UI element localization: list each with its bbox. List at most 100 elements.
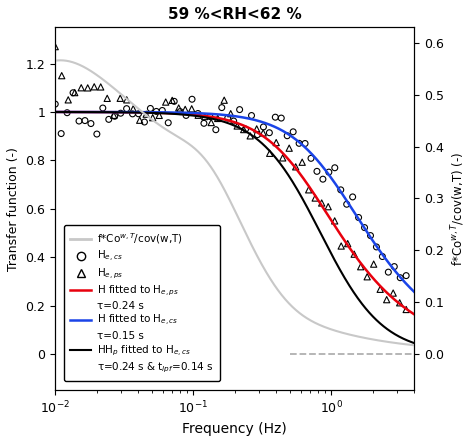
Point (337, 242, 345, 249)
Point (350, 251, 358, 258)
Point (337, 187, 345, 194)
Point (236, 106, 244, 113)
Point (344, 240, 352, 247)
Point (355, 214, 363, 221)
Point (248, 112, 255, 119)
Point (91, 83, 98, 90)
Point (318, 199, 326, 206)
Point (391, 263, 398, 270)
Point (168, 97, 176, 104)
Point (123, 96, 130, 103)
X-axis label: Frequency (Hz): Frequency (Hz) (182, 422, 287, 436)
Point (194, 110, 202, 117)
Point (331, 164, 338, 171)
Point (182, 106, 189, 113)
Point (272, 114, 279, 121)
Point (110, 112, 118, 119)
Point (233, 122, 241, 129)
Point (57, 130, 65, 137)
Legend: f*Co$^{w,T}$/cov(w,T), H$_{e,cs}$, H$_{e,ps}$, H fitted to H$_{e,ps}$, τ=0.24 s,: f*Co$^{w,T}$/cov(w,T), H$_{e,cs}$, H$_{e… (64, 225, 220, 381)
Point (176, 108, 184, 115)
Point (324, 203, 332, 210)
Point (402, 306, 410, 313)
Point (123, 105, 130, 112)
Point (311, 194, 319, 202)
Point (52, 101, 59, 108)
Point (64, 96, 72, 103)
Point (343, 201, 350, 208)
Point (367, 232, 374, 239)
Point (188, 96, 196, 103)
Point (283, 132, 291, 139)
Point (75, 117, 83, 124)
Point (71, 89, 79, 96)
Point (279, 154, 286, 161)
Point (153, 108, 160, 115)
Point (142, 111, 150, 118)
Point (208, 119, 215, 126)
Point (84, 84, 91, 91)
Point (253, 125, 261, 132)
Point (81, 117, 89, 124)
Point (170, 98, 178, 105)
Point (389, 290, 397, 297)
Y-axis label: f*Co$^{w,T}$/cov(w,T) (-): f*Co$^{w,T}$/cov(w,T) (-) (449, 152, 467, 266)
Point (129, 110, 137, 117)
Point (214, 115, 221, 122)
Point (277, 115, 285, 122)
Point (58, 72, 65, 79)
Y-axis label: Transfer function (-): Transfer function (-) (7, 147, 20, 271)
Point (146, 105, 154, 112)
Point (87, 120, 95, 127)
Point (111, 113, 118, 120)
Point (141, 118, 148, 125)
Point (206, 113, 214, 120)
Point (242, 125, 249, 132)
Point (117, 110, 125, 117)
Point (117, 95, 124, 102)
Point (376, 286, 384, 293)
Point (305, 187, 312, 194)
Point (299, 159, 306, 166)
Point (265, 129, 273, 136)
Point (301, 140, 309, 147)
Point (379, 253, 386, 260)
Point (384, 268, 392, 276)
Point (64, 109, 71, 116)
Point (313, 168, 321, 175)
Point (69, 89, 77, 96)
Point (364, 273, 371, 280)
Point (149, 114, 156, 121)
Point (155, 112, 163, 119)
Point (260, 124, 267, 131)
Point (175, 105, 182, 112)
Point (396, 274, 404, 281)
Point (99, 105, 107, 112)
Point (373, 243, 380, 250)
Point (331, 218, 338, 225)
Point (402, 272, 410, 279)
Point (370, 260, 377, 268)
Point (285, 144, 293, 152)
Point (361, 224, 368, 231)
Point (227, 110, 235, 117)
Point (105, 116, 112, 123)
Point (135, 110, 142, 117)
Point (158, 107, 166, 114)
Point (220, 97, 228, 104)
Point (97, 83, 104, 90)
Point (212, 126, 219, 133)
Point (200, 120, 208, 127)
Point (292, 163, 300, 171)
Point (201, 113, 209, 120)
Point (218, 104, 226, 111)
Point (295, 140, 303, 147)
Point (396, 299, 403, 307)
Point (246, 132, 254, 140)
Point (77, 84, 85, 91)
Point (289, 128, 297, 136)
Point (273, 139, 280, 146)
Point (266, 150, 273, 157)
Point (93, 131, 100, 138)
Point (230, 117, 237, 124)
